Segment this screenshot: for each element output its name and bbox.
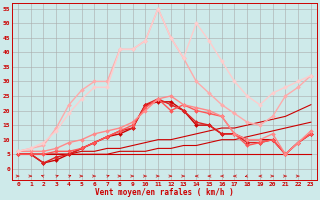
X-axis label: Vent moyen/en rafales ( km/h ): Vent moyen/en rafales ( km/h ) (95, 188, 234, 197)
